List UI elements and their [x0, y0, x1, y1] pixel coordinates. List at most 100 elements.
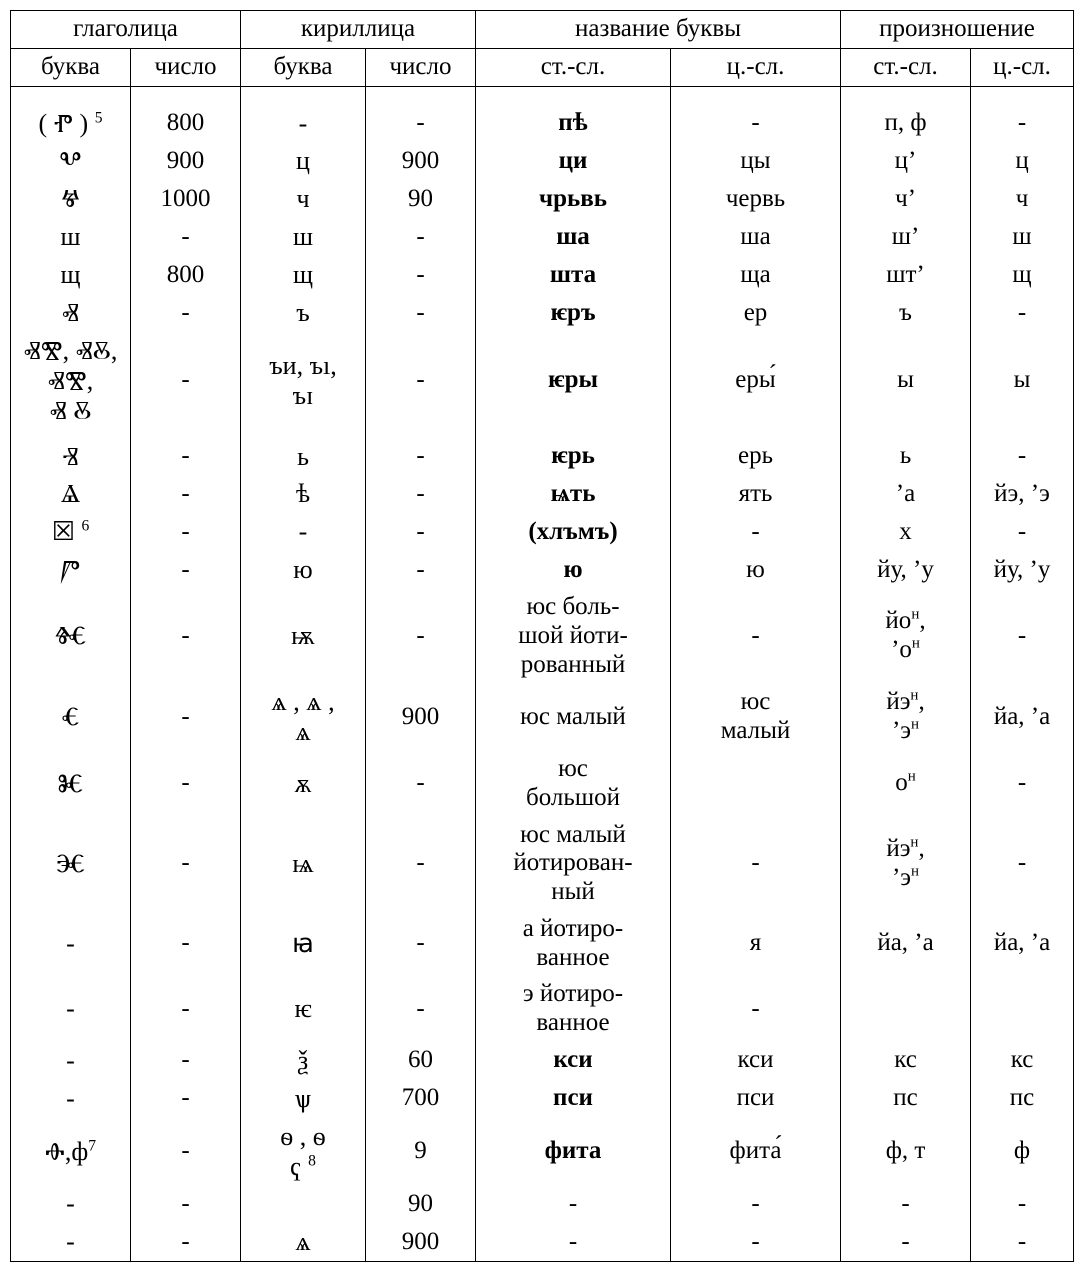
cell-15-4: юс малыййотирован-ный: [476, 817, 671, 911]
table-row: Ⱔ-ѧ , ѧ ,ѧ900юс малыйюсмалыййэн,’энйа, ’…: [11, 683, 1074, 751]
table-row: ☒ 6---(хлъмъ)-х-: [11, 513, 1074, 551]
cell-16-1: -: [131, 911, 241, 977]
cell-7-4: [476, 430, 671, 438]
cell-3-5: ша: [671, 218, 841, 256]
cell-22-3: 900: [366, 1223, 476, 1261]
cell-11-1: -: [131, 551, 241, 589]
cell-8-7: -: [971, 438, 1074, 476]
cell-3-0: ш: [11, 218, 131, 256]
cell-7-1: [131, 430, 241, 438]
cell-0-3: -: [366, 105, 476, 143]
cell-2-4: чрьвь: [476, 180, 671, 218]
cell-4-1: 800: [131, 256, 241, 294]
cell-11-0: Ⱓ: [11, 551, 131, 589]
cell-10-0: ☒ 6: [11, 513, 131, 551]
cell-5-5: ер: [671, 294, 841, 332]
cell-22-6: -: [841, 1223, 971, 1261]
cell-9-5: ять: [671, 475, 841, 513]
cell-21-0: -: [11, 1185, 131, 1223]
cell-10-6: х: [841, 513, 971, 551]
cell-22-1: -: [131, 1223, 241, 1261]
cell-4-5: ща: [671, 256, 841, 294]
header-group-0: глаголица: [11, 11, 241, 49]
cell-0-6: п, ф: [841, 105, 971, 143]
table-row: --ѥ-э йотиро-ванное-: [11, 976, 1074, 1042]
table-row: щ800щ-штащашт’щ: [11, 256, 1074, 294]
cell-16-5: я: [671, 911, 841, 977]
cell-6-1: -: [131, 332, 241, 430]
table-row: --ꙗ-а йотиро-ванноеяйа, ’айа, ’а: [11, 911, 1074, 977]
cell-2-1: 1000: [131, 180, 241, 218]
cell-17-4: э йотиро-ванное: [476, 976, 671, 1042]
cell-11-3: -: [366, 551, 476, 589]
sub-header-0: буква: [11, 48, 131, 86]
cell-13-6: йэн,’эн: [841, 683, 971, 751]
cell-9-4: ѩть: [476, 475, 671, 513]
table-row: Ⱏ-ъ-ѥръеръ-: [11, 294, 1074, 332]
cell-6-7: ы: [971, 332, 1074, 430]
cell-12-1: -: [131, 589, 241, 683]
cell-11-2: ю: [241, 551, 366, 589]
cell-13-0: Ⱔ: [11, 683, 131, 751]
cell-17-0: -: [11, 976, 131, 1042]
cell-4-0: щ: [11, 256, 131, 294]
cell-12-6: йон,’он: [841, 589, 971, 683]
cell-3-3: -: [366, 218, 476, 256]
cell-4-2: щ: [241, 256, 366, 294]
cell-13-1: -: [131, 683, 241, 751]
table-row: Ⱙ-ѭ-юс боль-шой йоти-рованный-йон,’он-: [11, 589, 1074, 683]
cell-7-5: [671, 430, 841, 438]
cell-1-1: 900: [131, 142, 241, 180]
cell-12-5: -: [671, 589, 841, 683]
cell-0-4: пѣ: [476, 105, 671, 143]
cell-10-1: -: [131, 513, 241, 551]
cell-12-4: юс боль-шой йоти-рованный: [476, 589, 671, 683]
cell-5-3: -: [366, 294, 476, 332]
cell-3-7: ш: [971, 218, 1074, 256]
cell-3-2: ш: [241, 218, 366, 256]
table-row: Ⱍ1000ч90чрьвьчервьч’ч: [11, 180, 1074, 218]
cell-10-7: -: [971, 513, 1074, 551]
cell-17-2: ѥ: [241, 976, 366, 1042]
cell-18-1: -: [131, 1042, 241, 1080]
cell-19-3: 700: [366, 1080, 476, 1118]
cell-20-0: Ⱚ,ф7: [11, 1118, 131, 1186]
cell-12-7: -: [971, 589, 1074, 683]
header-group-1: кириллица: [241, 11, 476, 49]
cell-14-5: [671, 751, 841, 817]
table-row: Ⱑ-ѣ-ѩтьять’айэ, ’э: [11, 475, 1074, 513]
cell-5-0: Ⱏ: [11, 294, 131, 332]
cell-4-3: -: [366, 256, 476, 294]
sub-header-2: буква: [241, 48, 366, 86]
cell-16-6: йа, ’а: [841, 911, 971, 977]
cell-20-5: фита́: [671, 1118, 841, 1186]
cell-19-7: пс: [971, 1080, 1074, 1118]
cell-15-3: -: [366, 817, 476, 911]
cell-1-2: ц: [241, 142, 366, 180]
header-group-2: название буквы: [476, 11, 841, 49]
cell-7-2: [241, 430, 366, 438]
cell-21-1: -: [131, 1185, 241, 1223]
cell-7-6: [841, 430, 971, 438]
alphabet-table: глаголицакириллицаназвание буквыпроизнош…: [10, 10, 1074, 1262]
cell-10-2: -: [241, 513, 366, 551]
table-row: --ѧ900----: [11, 1223, 1074, 1261]
cell-1-3: 900: [366, 142, 476, 180]
cell-15-5: -: [671, 817, 841, 911]
sub-header-6: ст.-сл.: [841, 48, 971, 86]
cell-13-4: юс малый: [476, 683, 671, 751]
cell-20-7: ф: [971, 1118, 1074, 1186]
cell-14-0: Ⱘ: [11, 751, 131, 817]
cell-8-3: -: [366, 438, 476, 476]
cell-15-0: Ⱗ: [11, 817, 131, 911]
cell-20-2: ѳ , ѳҁ 8: [241, 1118, 366, 1186]
cell-10-4: (хлъмъ): [476, 513, 671, 551]
cell-20-3: 9: [366, 1118, 476, 1186]
cell-16-4: а йотиро-ванное: [476, 911, 671, 977]
cell-20-1: -: [131, 1118, 241, 1186]
cell-11-7: йу, ’у: [971, 551, 1074, 589]
cell-13-5: юсмалый: [671, 683, 841, 751]
table-row: Ⱐ-ь-ѥрьерьь-: [11, 438, 1074, 476]
cell-18-6: кс: [841, 1042, 971, 1080]
cell-15-7: -: [971, 817, 1074, 911]
